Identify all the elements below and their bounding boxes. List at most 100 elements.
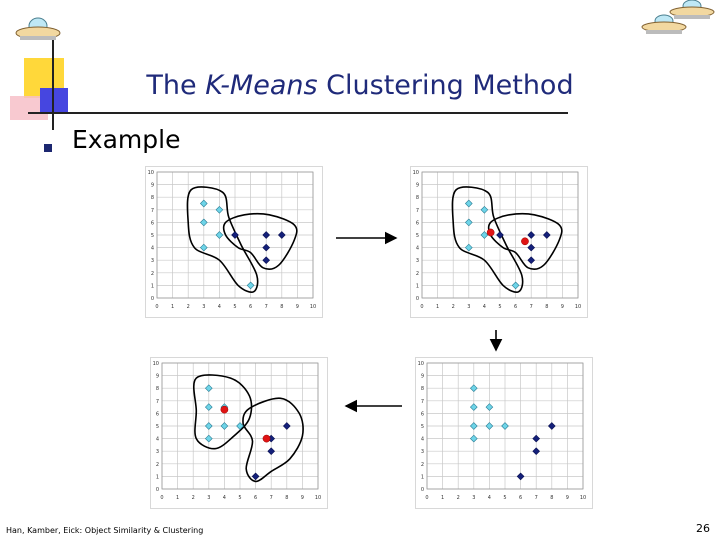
data-point-navy [262,243,271,252]
x-tick-label: 10 [310,304,316,310]
data-point-cyan [480,231,489,239]
data-point-cyan [204,403,213,411]
x-tick-label: 10 [580,495,586,501]
x-tick-label: 8 [285,495,288,501]
ufo-icon [641,14,687,34]
y-tick-label: 8 [151,195,154,201]
x-tick-label: 4 [218,304,221,310]
x-tick-label: 9 [561,304,564,310]
scatter-plot-top-left: 0 1 2 3 4 5 6 7 8 9 10 0 1 2 3 4 5 6 7 8 9 10 [145,166,323,318]
y-tick-label: 3 [156,449,159,455]
x-tick-label: 6 [249,304,252,310]
y-tick-label: 0 [416,296,419,302]
x-tick-label: 7 [270,495,273,501]
centroid-marker [486,228,495,237]
data-point-cyan [469,384,478,393]
cluster-outline [222,212,298,270]
data-point-cyan [469,403,478,411]
data-point-cyan [501,422,509,430]
y-tick-label: 3 [416,258,419,264]
y-tick-label: 5 [156,424,159,430]
data-point-navy [262,256,271,265]
bullet-text: Example [72,125,181,154]
data-point-cyan [464,218,473,227]
scatter-plot-top-right: 0 1 2 3 4 5 6 7 8 9 10 0 1 2 3 4 5 6 7 8 9 10 [410,166,588,318]
cluster-outline [192,374,253,450]
data-point-cyan [204,384,213,393]
data-point-navy [527,256,536,265]
y-tick-label: 9 [151,183,154,189]
title-suffix: Clustering Method [317,70,574,101]
x-tick-label: 2 [187,304,190,310]
x-tick-label: 2 [192,495,195,501]
decor-vertical-line [52,40,54,130]
bullet-square-icon [44,144,52,152]
y-tick-label: 6 [421,411,424,417]
x-tick-label: 8 [550,495,553,501]
data-point-navy [267,447,276,456]
x-tick-label: 8 [545,304,548,310]
page-number: 26 [696,522,710,535]
x-tick-label: 9 [566,495,569,501]
ufo-icon [669,0,715,19]
y-tick-label: 6 [156,411,159,417]
x-tick-label: 6 [519,495,522,501]
data-point-cyan [215,205,224,214]
data-point-cyan [464,199,473,208]
plot-area-border [421,171,579,299]
y-tick-label: 4 [416,246,419,252]
x-tick-label: 0 [425,495,428,501]
y-tick-label: 10 [153,361,159,367]
y-tick-label: 0 [156,487,159,493]
data-point-navy [527,243,536,252]
title-emphasis: K-Means [205,70,318,101]
x-tick-label: 5 [503,495,506,501]
x-tick-label: 2 [452,304,455,310]
y-tick-label: 8 [156,386,159,392]
data-point-navy [262,231,271,239]
slide-title: The K-Means Clustering Method [0,70,720,101]
y-tick-label: 5 [151,233,154,239]
plot-frame [415,357,593,509]
data-point-navy [532,447,541,456]
y-tick-label: 0 [151,296,154,302]
plot-area-border [161,362,319,490]
x-tick-label: 10 [575,304,581,310]
cluster-outline [186,186,259,293]
y-tick-label: 10 [413,170,419,176]
plot-area-border [156,171,314,299]
y-tick-label: 7 [151,208,154,214]
decor-blue-square [40,88,68,114]
data-point-cyan [464,243,473,252]
x-tick-label: 1 [441,495,444,501]
x-tick-label: 3 [467,304,470,310]
data-point-navy [496,231,504,239]
scatter-plot-bottom-right: 0 1 2 3 4 5 6 7 8 9 10 0 1 2 3 4 5 6 7 8 9 10 [415,357,593,509]
x-tick-label: 4 [483,304,486,310]
y-tick-label: 10 [418,361,424,367]
y-tick-label: 3 [421,449,424,455]
data-point-navy [251,472,260,481]
x-tick-label: 8 [280,304,283,310]
x-tick-label: 0 [420,304,423,310]
x-tick-label: 5 [238,495,241,501]
data-point-cyan [485,422,494,430]
centroid-marker [521,237,529,246]
data-point-navy [527,231,536,239]
x-tick-label: 7 [530,304,533,310]
y-tick-label: 2 [151,271,154,277]
cluster-outline [451,186,524,293]
data-point-navy [547,422,556,430]
y-tick-label: 0 [421,487,424,493]
data-point-cyan [246,281,255,290]
x-tick-label: 1 [171,304,174,310]
data-point-cyan [215,231,224,239]
y-tick-label: 10 [148,170,154,176]
ufo-icon [15,17,61,40]
y-tick-label: 9 [416,183,419,189]
y-tick-label: 2 [421,462,424,468]
y-tick-label: 7 [156,399,159,405]
y-tick-label: 4 [156,437,159,443]
y-tick-label: 9 [156,374,159,380]
y-tick-label: 1 [416,283,419,289]
